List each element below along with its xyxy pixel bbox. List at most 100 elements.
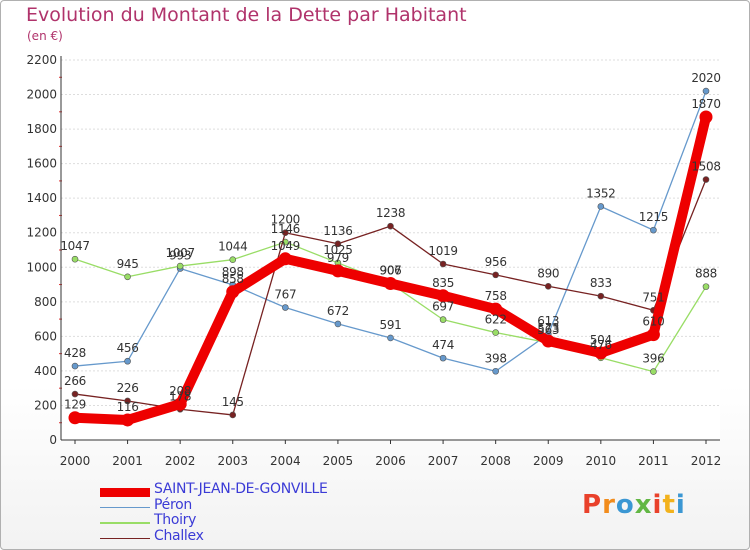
- legend-swatch: [100, 487, 150, 497]
- data-point: [384, 277, 397, 291]
- data-point: [597, 292, 605, 300]
- data-point: [439, 354, 447, 362]
- data-label: 1136: [323, 224, 352, 238]
- data-label: 1352: [586, 186, 615, 200]
- data-point: [71, 255, 79, 263]
- data-label: 1146: [271, 222, 300, 236]
- data-point: [173, 397, 187, 411]
- data-point: [702, 176, 710, 183]
- data-label: 1508: [691, 160, 720, 174]
- data-point: [702, 87, 710, 95]
- x-tick-label: 2005: [323, 454, 354, 468]
- data-point: [334, 320, 342, 328]
- data-label: 1238: [376, 206, 405, 220]
- legend-swatch: [100, 522, 150, 524]
- data-label: 697: [432, 300, 454, 314]
- data-point: [650, 226, 657, 234]
- x-tick-label: 2010: [586, 454, 617, 468]
- data-label: 116: [117, 400, 139, 414]
- data-label: 428: [64, 346, 86, 360]
- x-tick-label: 2012: [691, 454, 722, 468]
- data-label: 835: [432, 276, 454, 290]
- y-tick-label: 1800: [26, 122, 57, 136]
- legend-swatch: [100, 537, 150, 540]
- data-point: [176, 262, 184, 270]
- y-tick-label: 0: [49, 433, 57, 447]
- y-tick-label: 800: [34, 295, 57, 309]
- data-label: 396: [642, 352, 664, 366]
- x-tick-label: 2003: [217, 454, 248, 468]
- data-point: [594, 346, 608, 360]
- y-tick-label: 2200: [26, 53, 57, 67]
- data-label: 1025: [323, 243, 352, 257]
- data-label: 476: [590, 338, 612, 352]
- logo-letter: P: [582, 490, 603, 520]
- data-point: [439, 260, 447, 268]
- data-point: [229, 411, 237, 419]
- data-label: 573: [537, 321, 559, 335]
- data-label: 1870: [691, 97, 720, 111]
- data-label: 178: [169, 389, 191, 403]
- logo-letter: r: [602, 490, 616, 520]
- data-label: 504: [590, 333, 612, 347]
- y-tick-label: 1400: [26, 191, 57, 205]
- data-point: [646, 328, 660, 342]
- chart-title: Evolution du Montant de la Dette par Hab…: [26, 4, 467, 26]
- data-label: 945: [117, 257, 139, 271]
- x-tick-label: 2001: [112, 454, 143, 468]
- data-point: [387, 334, 394, 342]
- data-point: [541, 334, 555, 348]
- x-tick-label: 2002: [165, 454, 196, 468]
- data-point: [121, 413, 135, 427]
- logo-letter: i: [675, 490, 686, 520]
- data-label: 266: [64, 374, 86, 388]
- data-label: 1049: [271, 239, 300, 253]
- data-label: 145: [222, 395, 244, 409]
- data-point: [124, 357, 131, 365]
- data-label: 1044: [218, 240, 247, 254]
- data-label: 563: [537, 323, 559, 337]
- logo-letter: o: [615, 490, 635, 520]
- data-label: 208: [169, 384, 191, 398]
- data-point: [334, 240, 342, 248]
- legend-label: SAINT-JEAN-DE-GONVILLE: [154, 481, 328, 497]
- data-point: [71, 390, 79, 398]
- data-label: 979: [327, 251, 349, 265]
- y-tick-label: 2000: [26, 88, 57, 102]
- data-label: 613: [537, 314, 559, 328]
- y-tick-label: 600: [34, 329, 57, 343]
- data-label: 993: [169, 248, 191, 262]
- y-tick-label: 1200: [26, 226, 57, 240]
- plot-area: [61, 60, 720, 440]
- data-point: [492, 329, 499, 336]
- data-point: [597, 203, 605, 210]
- data-point: [124, 397, 131, 405]
- data-point: [702, 283, 710, 290]
- data-label: 906: [379, 264, 401, 278]
- legend-swatch: [100, 506, 150, 509]
- x-tick-label: 2004: [270, 454, 301, 468]
- data-label: 1007: [165, 246, 194, 260]
- data-label: 456: [117, 341, 139, 355]
- legend-label: Thoiry: [154, 512, 197, 528]
- data-label: 226: [117, 381, 139, 395]
- proxiti-logo: Proxiti: [582, 490, 686, 520]
- logo-letter: x: [634, 490, 653, 520]
- data-label: 672: [327, 304, 349, 318]
- data-point: [436, 289, 450, 303]
- data-point: [544, 282, 552, 290]
- data-point: [650, 368, 657, 375]
- data-label: 767: [274, 288, 296, 302]
- data-label: 890: [537, 266, 559, 280]
- data-label: 398: [485, 351, 507, 365]
- x-tick-label: 2007: [428, 454, 459, 468]
- data-label: 474: [432, 338, 454, 352]
- data-label: 1019: [428, 244, 457, 258]
- data-point: [699, 110, 713, 124]
- data-point: [492, 271, 499, 279]
- data-label: 129: [64, 398, 86, 412]
- x-tick-label: 2008: [480, 454, 511, 468]
- data-label: 888: [695, 267, 717, 281]
- data-point: [489, 302, 503, 316]
